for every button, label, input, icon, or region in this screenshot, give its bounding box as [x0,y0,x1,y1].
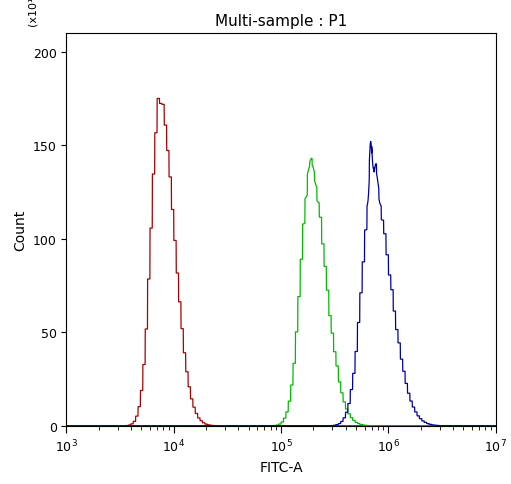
Y-axis label: Count: Count [13,209,27,251]
Title: Multi-sample : P1: Multi-sample : P1 [215,14,347,29]
Text: (x10¹): (x10¹) [28,0,38,26]
X-axis label: FITC-A: FITC-A [259,460,303,474]
